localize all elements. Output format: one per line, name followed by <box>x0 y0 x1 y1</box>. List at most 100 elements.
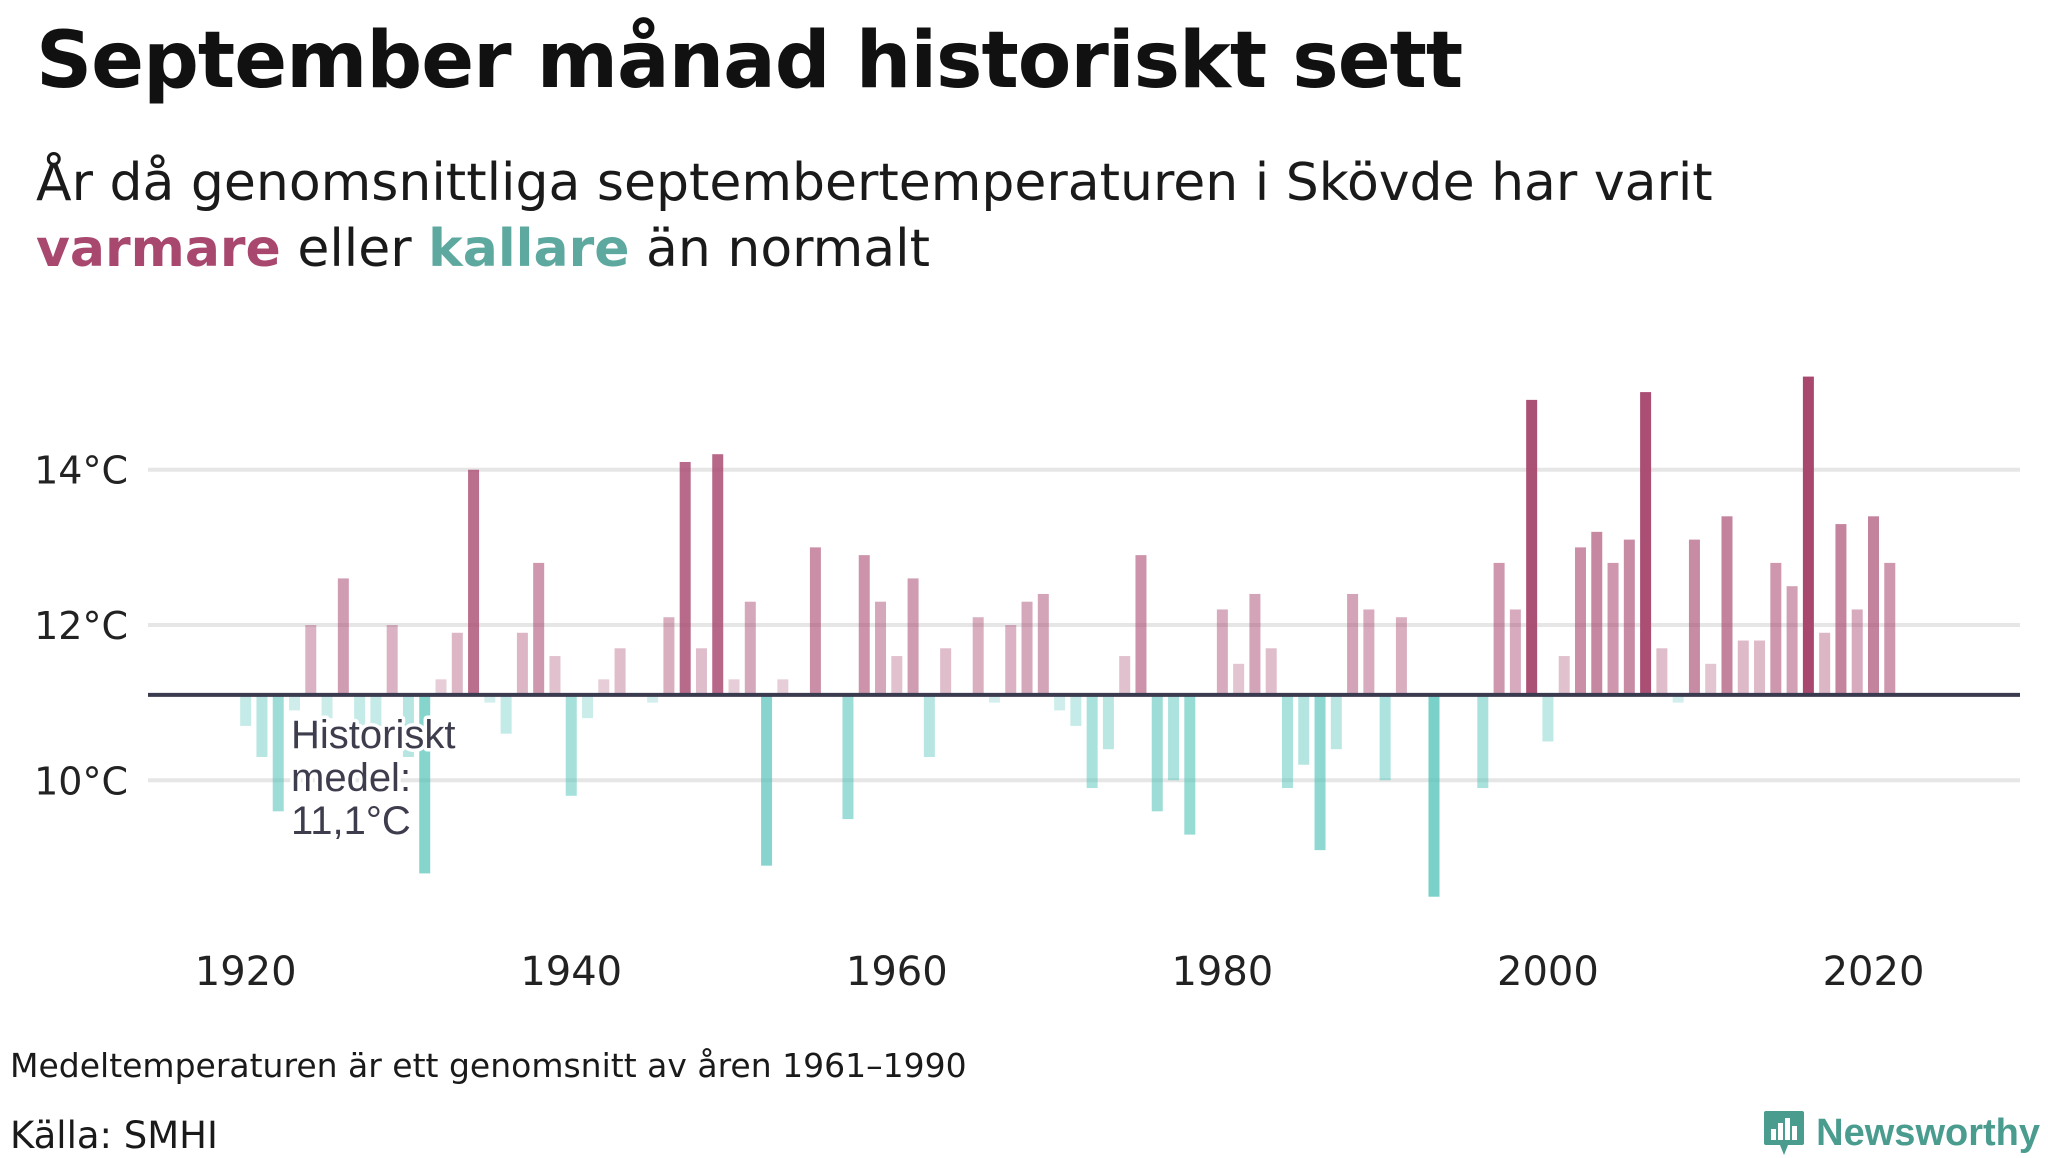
newsworthy-logo-icon <box>1764 1111 1805 1155</box>
bar-colder <box>1672 694 1684 703</box>
bar-colder <box>1054 694 1066 711</box>
bar-colder <box>1330 694 1342 750</box>
bar-warmer <box>777 679 789 695</box>
bar-warmer <box>1216 609 1228 695</box>
bar-warmer <box>1737 640 1749 695</box>
bar-warmer <box>940 648 952 695</box>
bar-warmer <box>1526 399 1538 695</box>
axes: 10°C 12°C 14°C 1920 1940 1960 1980 2000 2020 <box>34 449 2020 995</box>
bar-warmer <box>1249 593 1261 695</box>
chart-title: September månad historiskt sett <box>36 16 1463 106</box>
bar-warmer <box>1688 539 1700 695</box>
bar-warmer <box>1656 648 1668 695</box>
bar-warmer <box>679 461 691 695</box>
bar-warmer <box>1623 539 1635 695</box>
bar-warmer <box>858 555 870 695</box>
bar-warmer <box>337 578 349 695</box>
baseline-label-line: Historiskt <box>291 713 455 757</box>
bar-warmer <box>1770 562 1782 695</box>
bar-warmer <box>1721 516 1733 695</box>
x-tick-label: 1980 <box>1171 949 1273 995</box>
source-note: Källa: SMHI <box>10 1114 218 1157</box>
bar-colder <box>1151 694 1163 812</box>
bar-colder <box>256 694 268 757</box>
bar-warmer <box>744 601 756 695</box>
baseline-label-line: 11,1°C <box>291 799 411 843</box>
y-tick-label: 12°C <box>34 604 128 648</box>
bar-warmer <box>1884 562 1896 695</box>
bar-warmer <box>435 679 447 695</box>
bar-warmer <box>1363 609 1375 695</box>
bar-colder <box>647 694 659 703</box>
bar-warmer <box>1574 547 1586 695</box>
bar-warmer <box>1509 609 1521 695</box>
baseline-label-line: medel: <box>291 756 411 800</box>
bar-warmer <box>614 648 626 695</box>
bar-colder <box>988 694 1000 703</box>
y-tick-label: 14°C <box>34 449 128 493</box>
bar-warmer <box>1347 593 1359 695</box>
bar-colder <box>1168 694 1180 781</box>
newsworthy-logo-text: Newsworthy <box>1816 1111 2040 1154</box>
bar-colder <box>402 694 414 757</box>
bar-colder <box>1428 694 1440 897</box>
subtitle-colder-word: kallare <box>428 219 630 279</box>
bar-warmer <box>1867 516 1879 695</box>
bar-warmer <box>305 625 317 695</box>
bar-warmer <box>1754 640 1766 695</box>
x-tick-label: 1960 <box>846 949 948 995</box>
bar-warmer <box>598 679 610 695</box>
bar-colder <box>1086 694 1098 789</box>
bar-warmer <box>1607 562 1619 695</box>
bar-warmer <box>1835 524 1847 695</box>
bar-colder <box>289 694 301 711</box>
bar-warmer <box>1591 531 1603 695</box>
bar-warmer <box>1021 601 1033 695</box>
bar-warmer <box>533 562 545 695</box>
x-tick-label: 2020 <box>1823 949 1925 995</box>
bar-warmer <box>1493 562 1505 695</box>
bar-warmer <box>1395 617 1407 695</box>
bar-warmer <box>1233 663 1245 695</box>
bar-warmer <box>1037 593 1049 695</box>
bar-warmer <box>809 547 821 695</box>
bar-colder <box>1070 694 1082 726</box>
bar-colder <box>484 694 496 703</box>
bar-warmer <box>728 679 740 695</box>
subtitle-text-3: än normalt <box>629 219 930 279</box>
bar-warmer <box>549 656 561 695</box>
bar-colder <box>1477 694 1489 789</box>
bar-colder <box>761 694 773 866</box>
bar-colder <box>1542 694 1554 742</box>
newsworthy-logo: Newsworthy <box>1762 1108 2040 1158</box>
bar-warmer <box>468 469 480 695</box>
subtitle-warmer-word: varmare <box>36 219 281 279</box>
bar-warmer <box>1819 632 1831 695</box>
bar-warmer <box>1705 663 1717 695</box>
bar-warmer <box>516 632 528 695</box>
bar-colder <box>500 694 512 734</box>
bar-warmer <box>1135 555 1147 695</box>
bar-warmer <box>1558 656 1570 695</box>
bars <box>240 376 1896 897</box>
bar-warmer <box>972 617 984 695</box>
bar-colder <box>240 694 252 726</box>
x-tick-label: 1940 <box>520 949 622 995</box>
bar-colder <box>842 694 854 820</box>
bar-warmer <box>1786 586 1798 695</box>
bar-colder <box>1314 694 1326 851</box>
bar-colder <box>419 694 431 874</box>
bar-warmer <box>695 648 707 695</box>
bar-warmer <box>386 625 398 695</box>
bar-warmer <box>1005 625 1017 695</box>
y-tick-label: 10°C <box>34 759 128 803</box>
bar-colder <box>1184 694 1196 835</box>
chart-subtitle: År då genomsnittliga septembertemperatur… <box>36 150 1736 282</box>
x-tick-label: 2000 <box>1497 949 1599 995</box>
bar-colder <box>1102 694 1114 750</box>
bar-warmer <box>1640 392 1652 695</box>
bar-colder <box>272 694 284 812</box>
bar-colder <box>565 694 577 796</box>
bar-colder <box>321 694 333 719</box>
x-tick-label: 1920 <box>195 949 297 995</box>
